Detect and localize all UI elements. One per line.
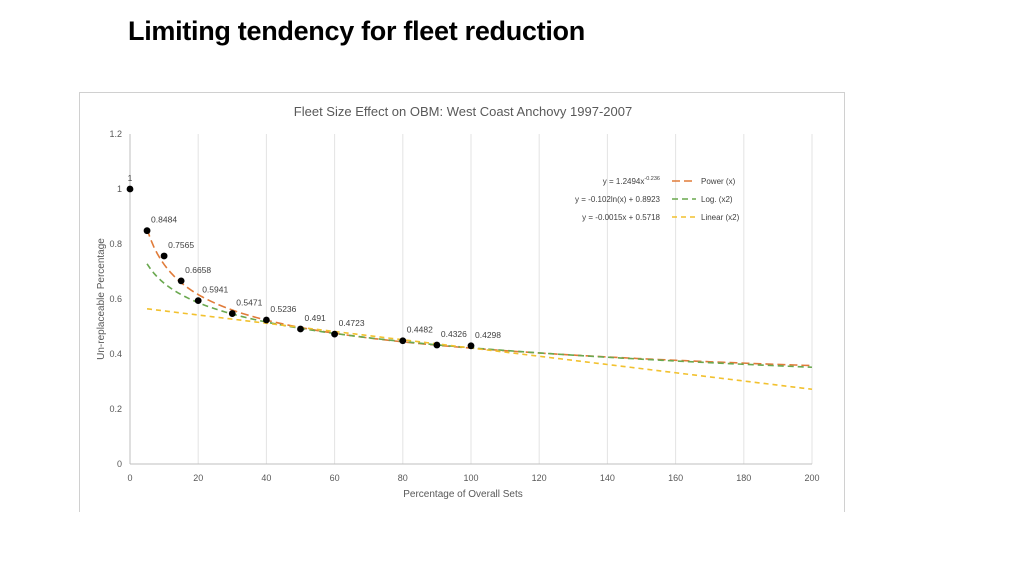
y-tick-label: 1: [117, 184, 122, 194]
chart-title: Fleet Size Effect on OBM: West Coast Anc…: [294, 104, 632, 119]
x-tick-label: 20: [193, 473, 203, 483]
legend-label: Power (x): [701, 177, 736, 186]
chart: Fleet Size Effect on OBM: West Coast Anc…: [96, 104, 820, 500]
x-tick-label: 120: [532, 473, 547, 483]
trendline-linear: [146, 308, 813, 391]
trendlines: [146, 228, 813, 391]
data-point: [467, 342, 475, 350]
data-point: [177, 277, 185, 285]
data-point: [399, 337, 407, 345]
x-tick-label: 140: [600, 473, 615, 483]
data-point: [331, 330, 338, 338]
data-point: [263, 316, 270, 324]
x-tick-label: 0: [127, 473, 132, 483]
data-point: [126, 185, 134, 193]
trendline-equation: y = -0.0015x + 0.5718: [582, 213, 660, 222]
data-label: 0.491: [305, 313, 327, 323]
data-point: [160, 252, 168, 260]
data-label: 0.4482: [407, 325, 433, 335]
legend-label: Linear (x2): [701, 213, 740, 222]
x-tick-label: 180: [736, 473, 751, 483]
data-label: 0.7565: [168, 240, 194, 250]
data-label: 1: [128, 173, 133, 183]
y-tick-label: 0.2: [109, 404, 122, 414]
data-label: 0.4298: [475, 330, 501, 340]
x-tick-label: 40: [261, 473, 271, 483]
chart-grid: [197, 134, 813, 464]
data-label: 0.4723: [339, 318, 365, 328]
data-point: [297, 325, 304, 333]
x-tick-label: 200: [804, 473, 819, 483]
data-label: 0.5236: [270, 304, 296, 314]
trendline-equation: y = -0.102ln(x) + 0.8923: [575, 195, 660, 204]
data-label: 0.4326: [441, 329, 467, 339]
y-tick-label: 0.8: [109, 239, 122, 249]
data-label: 0.6658: [185, 265, 211, 275]
x-axis-title: Percentage of Overall Sets: [403, 489, 523, 500]
x-tick-label: 160: [668, 473, 683, 483]
chart-legend: y = 1.2494x-0.236 Power (x) y = -0.102ln(x…: [575, 176, 740, 222]
y-axis-title: Un-replaceable Percentage: [96, 238, 107, 360]
data-label: 0.5471: [236, 298, 262, 308]
data-point: [228, 310, 236, 317]
data-label: 0.8484: [151, 215, 177, 225]
y-tick-label: 0.4: [109, 349, 122, 359]
y-tick-label: 0.6: [109, 294, 122, 304]
chart-frame: Fleet Size Effect on OBM: West Coast Anc…: [79, 92, 845, 512]
data-point: [143, 227, 151, 235]
data-point: [433, 341, 441, 349]
x-tick-label: 60: [330, 473, 340, 483]
slide-title: Limiting tendency for fleet reduction: [128, 16, 585, 46]
y-tick-label: 0: [117, 459, 122, 469]
y-tick-label: 1.2: [109, 129, 122, 139]
legend-label: Log. (x2): [701, 195, 733, 204]
x-tick-label: 100: [463, 473, 478, 483]
data-points: 1 0.8484 0.7565 0.6658 0.5941 0.5471 0.5236 0.4…: [126, 173, 501, 350]
x-tick-label: 80: [398, 473, 408, 483]
data-label: 0.5941: [202, 285, 228, 295]
trendline-equation: y = 1.2494x-0.236: [603, 176, 660, 186]
data-point: [194, 297, 202, 305]
